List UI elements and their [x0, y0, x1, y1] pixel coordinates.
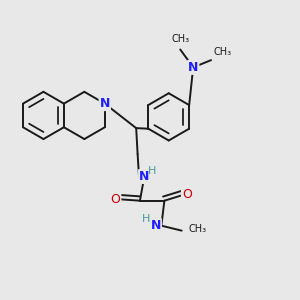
Text: N: N — [188, 61, 198, 74]
Text: H: H — [142, 214, 151, 224]
Text: H: H — [148, 166, 156, 176]
Text: CH₃: CH₃ — [171, 34, 189, 44]
Text: N: N — [151, 219, 161, 232]
Text: N: N — [100, 97, 110, 110]
Text: N: N — [139, 170, 149, 183]
Text: O: O — [110, 193, 120, 206]
Text: O: O — [182, 188, 192, 201]
Text: CH₃: CH₃ — [189, 224, 207, 234]
Text: CH₃: CH₃ — [214, 47, 232, 57]
